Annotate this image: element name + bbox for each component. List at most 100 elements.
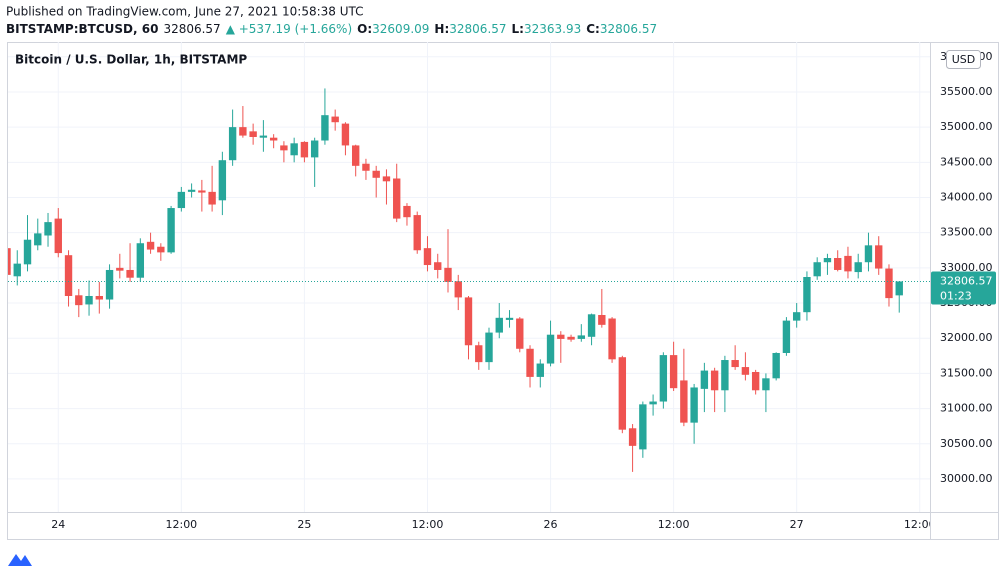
candle-body [310, 140, 319, 158]
ohlc-value: 32806.57 [449, 22, 506, 36]
candle-body [485, 332, 493, 363]
candle-body [382, 176, 391, 182]
candle-body [351, 145, 360, 166]
candle-body [587, 314, 596, 337]
candle-body [85, 295, 93, 305]
candle-body [403, 205, 411, 218]
last-price-box [931, 271, 996, 305]
y-tick-label: 31500.00 [940, 366, 993, 379]
candle-body [300, 141, 309, 158]
candle-body [126, 269, 134, 278]
y-tick-label: 30500.00 [940, 437, 993, 450]
candle-body [187, 189, 196, 192]
candle-body [721, 360, 729, 391]
candle-body [495, 317, 503, 333]
candle-body [577, 335, 586, 339]
candle-body [331, 116, 339, 123]
candle-body [167, 208, 175, 253]
candle-body [885, 268, 893, 299]
ohlc-label: L: [512, 22, 524, 36]
candle-body [423, 248, 432, 266]
candle-body [854, 262, 862, 273]
candle-body [105, 269, 114, 300]
ohlc-label: O: [357, 22, 372, 36]
candle-body [680, 380, 688, 423]
change: ▲ +537.19 (+1.66%) [226, 22, 352, 36]
candle-body [751, 371, 760, 391]
candle-body [516, 318, 524, 349]
chart-title: Bitcoin / U.S. Dollar, 1h, BITSTAMP [15, 53, 247, 67]
candle-body [362, 163, 370, 171]
ohlc-value: 32363.93 [524, 22, 581, 36]
ohlc-value: 32609.09 [372, 22, 429, 36]
candle-body [464, 297, 473, 346]
currency: USD [952, 53, 976, 66]
x-tick-label: 12:00 [412, 518, 444, 531]
candle-body [762, 378, 770, 391]
candle-body [546, 334, 555, 364]
candle-body [116, 267, 124, 271]
candle-body [454, 281, 462, 298]
candle-body [598, 314, 606, 325]
candle-body [875, 245, 883, 269]
candle-body [321, 115, 329, 141]
candle-body [75, 295, 83, 306]
candle-body [34, 233, 42, 246]
x-tick-label: 25 [297, 518, 311, 531]
x-tick-label: 24 [51, 518, 65, 531]
candle-body [536, 363, 544, 377]
candle-body [372, 170, 380, 178]
candle-body [228, 127, 237, 161]
candle-body [741, 367, 750, 375]
candle-body [64, 255, 73, 296]
candle-body [341, 123, 350, 146]
candle-body [8, 248, 11, 275]
candle-body [526, 348, 534, 377]
chart-frame [7, 42, 999, 540]
candle-body [208, 191, 216, 205]
candle-body [239, 127, 247, 136]
candle-body [177, 191, 186, 209]
candle-body [834, 258, 842, 270]
candle-body [444, 267, 452, 282]
logo-icon [8, 554, 32, 566]
time-axis: 24 12:00 25 12:00 26 12:00 27 12:00 [51, 518, 936, 531]
candle-body [844, 255, 852, 272]
candle-body [803, 277, 811, 313]
x-tick-label: 12:00 [904, 518, 936, 531]
candle-body [690, 387, 698, 423]
candle-body [895, 281, 903, 296]
x-tick-label: 12:00 [165, 518, 197, 531]
price: 32806.57 [163, 22, 220, 36]
candle-body [505, 317, 514, 320]
candle-body [259, 135, 268, 138]
candle-body [269, 137, 278, 141]
y-tick-label: 34500.00 [940, 155, 993, 168]
candle-body [669, 355, 678, 389]
candle-body [23, 239, 32, 265]
logo [8, 554, 32, 566]
x-tick-label: 12:00 [658, 518, 690, 531]
symbol-line: BITSTAMP:BTCUSD, 60 32806.57 ▲ +537.19 (+1… [6, 22, 657, 36]
published-note: Published on TradingView.com, June 27, 2… [6, 5, 364, 19]
y-tick-label: 33000.00 [940, 261, 993, 274]
candle-body [823, 258, 832, 263]
candle-body [475, 345, 483, 363]
candle-body [218, 160, 227, 201]
plot [8, 88, 930, 472]
candle-body [249, 131, 257, 137]
y-tick-label: 35500.00 [940, 85, 993, 98]
y-tick-label: 33500.00 [940, 226, 993, 239]
candle-body [54, 218, 62, 254]
y-tick-label: 35000.00 [940, 120, 993, 133]
candle-body [290, 143, 298, 156]
candle-body [280, 145, 288, 151]
countdown: 01:23 [940, 289, 972, 302]
candle-body [567, 336, 575, 340]
candle-body [95, 295, 103, 300]
candle-body [44, 222, 52, 236]
candle-body [649, 401, 657, 405]
y-tick-label: 32000.00 [940, 331, 993, 344]
candle-body [608, 318, 616, 360]
